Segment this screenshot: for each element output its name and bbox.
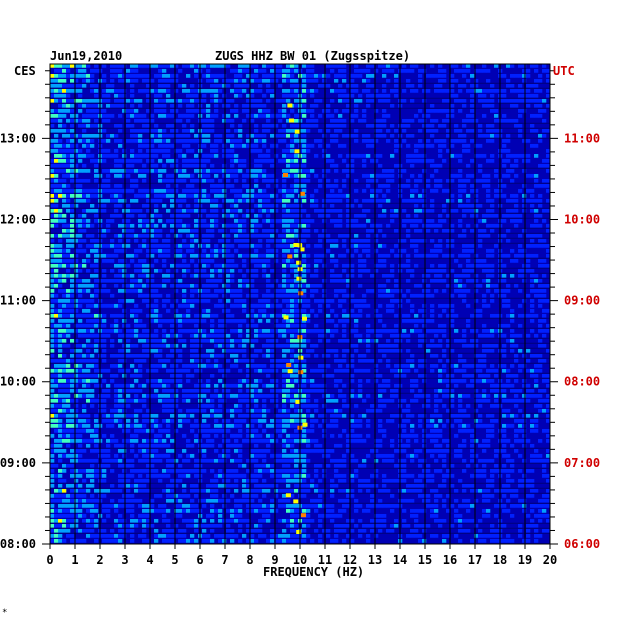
right-time-label: 08:00 [564, 375, 600, 389]
right-timezone-label: UTC [553, 64, 575, 78]
right-time-label: 07:00 [564, 456, 600, 470]
chart-date-title: Jun19,2010 [50, 49, 122, 63]
x-tick-label: 20 [543, 553, 557, 567]
x-tick-label: 0 [46, 553, 53, 567]
x-tick-label: 16 [443, 553, 457, 567]
left-time-label: 08:00 [0, 537, 36, 551]
x-tick-label: 5 [171, 553, 178, 567]
right-time-label: 10:00 [564, 212, 600, 226]
x-tick-label: 2 [96, 553, 103, 567]
left-time-label: 10:00 [0, 375, 36, 389]
x-tick-label: 17 [468, 553, 482, 567]
x-tick-label: 3 [121, 553, 128, 567]
left-time-label: 11:00 [0, 294, 36, 308]
footnote-mark: * [2, 608, 7, 618]
right-time-label: 09:00 [564, 294, 600, 308]
x-tick-label: 10 [293, 553, 307, 567]
left-time-label: 13:00 [0, 131, 36, 145]
x-tick-label: 9 [271, 553, 278, 567]
x-axis-label: FREQUENCY (HZ) [263, 565, 364, 579]
x-tick-label: 7 [221, 553, 228, 567]
x-tick-label: 8 [246, 553, 253, 567]
x-tick-label: 15 [418, 553, 432, 567]
chart-station-title: ZUGS HHZ BW 01 (Zugsspitze) [215, 49, 410, 63]
left-time-label: 09:00 [0, 456, 36, 470]
x-tick-label: 11 [318, 553, 332, 567]
left-timezone-label: CES [14, 64, 36, 78]
x-tick-label: 1 [71, 553, 78, 567]
left-time-label: 12:00 [0, 212, 36, 226]
x-tick-label: 19 [518, 553, 532, 567]
right-time-label: 11:00 [564, 131, 600, 145]
x-tick-label: 12 [343, 553, 357, 567]
x-tick-label: 4 [146, 553, 153, 567]
right-time-label: 06:00 [564, 537, 600, 551]
x-tick-label: 13 [368, 553, 382, 567]
x-tick-label: 14 [393, 553, 407, 567]
x-tick-label: 18 [493, 553, 507, 567]
x-tick-label: 6 [196, 553, 203, 567]
